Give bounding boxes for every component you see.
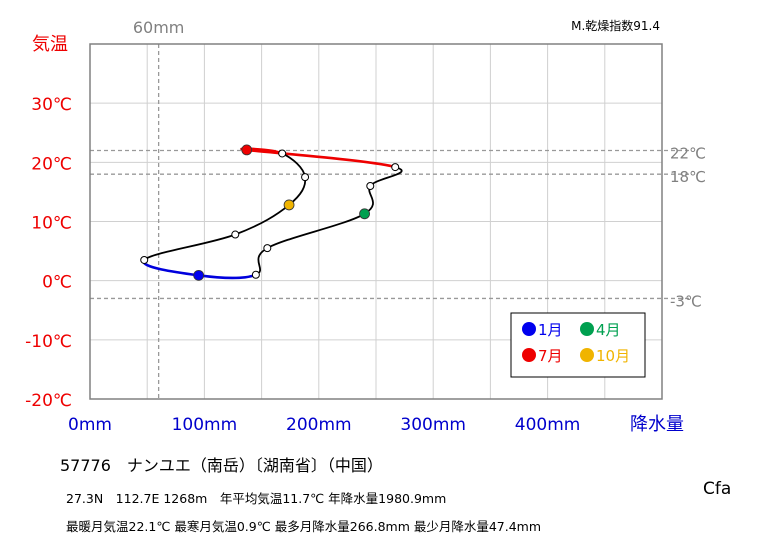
legend-marker (580, 348, 594, 362)
aridity-index-label: M.乾燥指数91.4 (571, 18, 660, 33)
plot-frame (89, 43, 663, 400)
x-axis-title: 降水量 (630, 414, 684, 435)
month-marker-9 (301, 173, 310, 182)
legend-label: 10月 (596, 347, 630, 365)
month-marker-8 (278, 149, 287, 158)
station-title: 57776 ナンユエ（南岳）〔湖南省〕（中国） (60, 456, 383, 475)
legend-marker (522, 322, 536, 336)
climate-classification: Cfa (703, 479, 732, 499)
month-marker-5 (366, 182, 375, 190)
legend-marker (580, 322, 594, 336)
y-axis-title: 気温 (32, 34, 68, 55)
x-tick-label: 300mm (400, 415, 466, 435)
y-tick-label: -20℃ (25, 391, 72, 411)
july-path-segment (246, 148, 396, 169)
reference-label-y: -3℃ (670, 292, 702, 310)
month-marker-1 (193, 269, 205, 281)
legend-label: 1月 (538, 321, 563, 339)
station-extremes-line: 最暖月気温22.1℃ 最寒月気温0.9℃ 最多月降水量266.8mm 最少月降水… (66, 519, 542, 534)
climograph-chart: 60mm 22℃ 18℃ -3℃ -20℃ -10℃ 0℃ 10℃ 20℃ 30℃ 気温 0mm 100… (25, 18, 706, 435)
month-marker-11 (231, 230, 240, 239)
x-tick-label: 0mm (68, 415, 112, 435)
month-marker-3 (263, 244, 272, 253)
y-tick-label: 20℃ (31, 154, 72, 174)
x-tick-label: 200mm (286, 415, 352, 435)
reference-label-y: 18℃ (670, 168, 706, 186)
x-tick-label: 100mm (172, 415, 238, 435)
legend-label: 4月 (596, 321, 621, 339)
month-marker-12 (140, 255, 149, 264)
reference-label-x: 60mm (133, 18, 185, 37)
legend-marker (522, 348, 536, 362)
month-marker-4 (359, 208, 370, 220)
reference-label-y: 22℃ (670, 145, 706, 163)
y-tick-label: 30℃ (31, 95, 72, 115)
month-marker-10 (283, 199, 295, 211)
y-tick-label: 0℃ (42, 273, 72, 293)
climate-path-segment (266, 213, 366, 249)
y-tick-label: 10℃ (31, 214, 72, 234)
station-location-line: 27.3N 112.7E 1268m 年平均気温11.7℃ 年降水量1980.9… (66, 491, 447, 506)
month-marker-6 (391, 163, 400, 172)
legend-label: 7月 (538, 347, 563, 365)
x-tick-label: 400mm (515, 415, 581, 435)
month-marker-7 (241, 144, 253, 156)
climate-path-segment (143, 233, 236, 261)
month-marker-2 (251, 270, 260, 279)
y-tick-label: -10℃ (25, 332, 72, 352)
